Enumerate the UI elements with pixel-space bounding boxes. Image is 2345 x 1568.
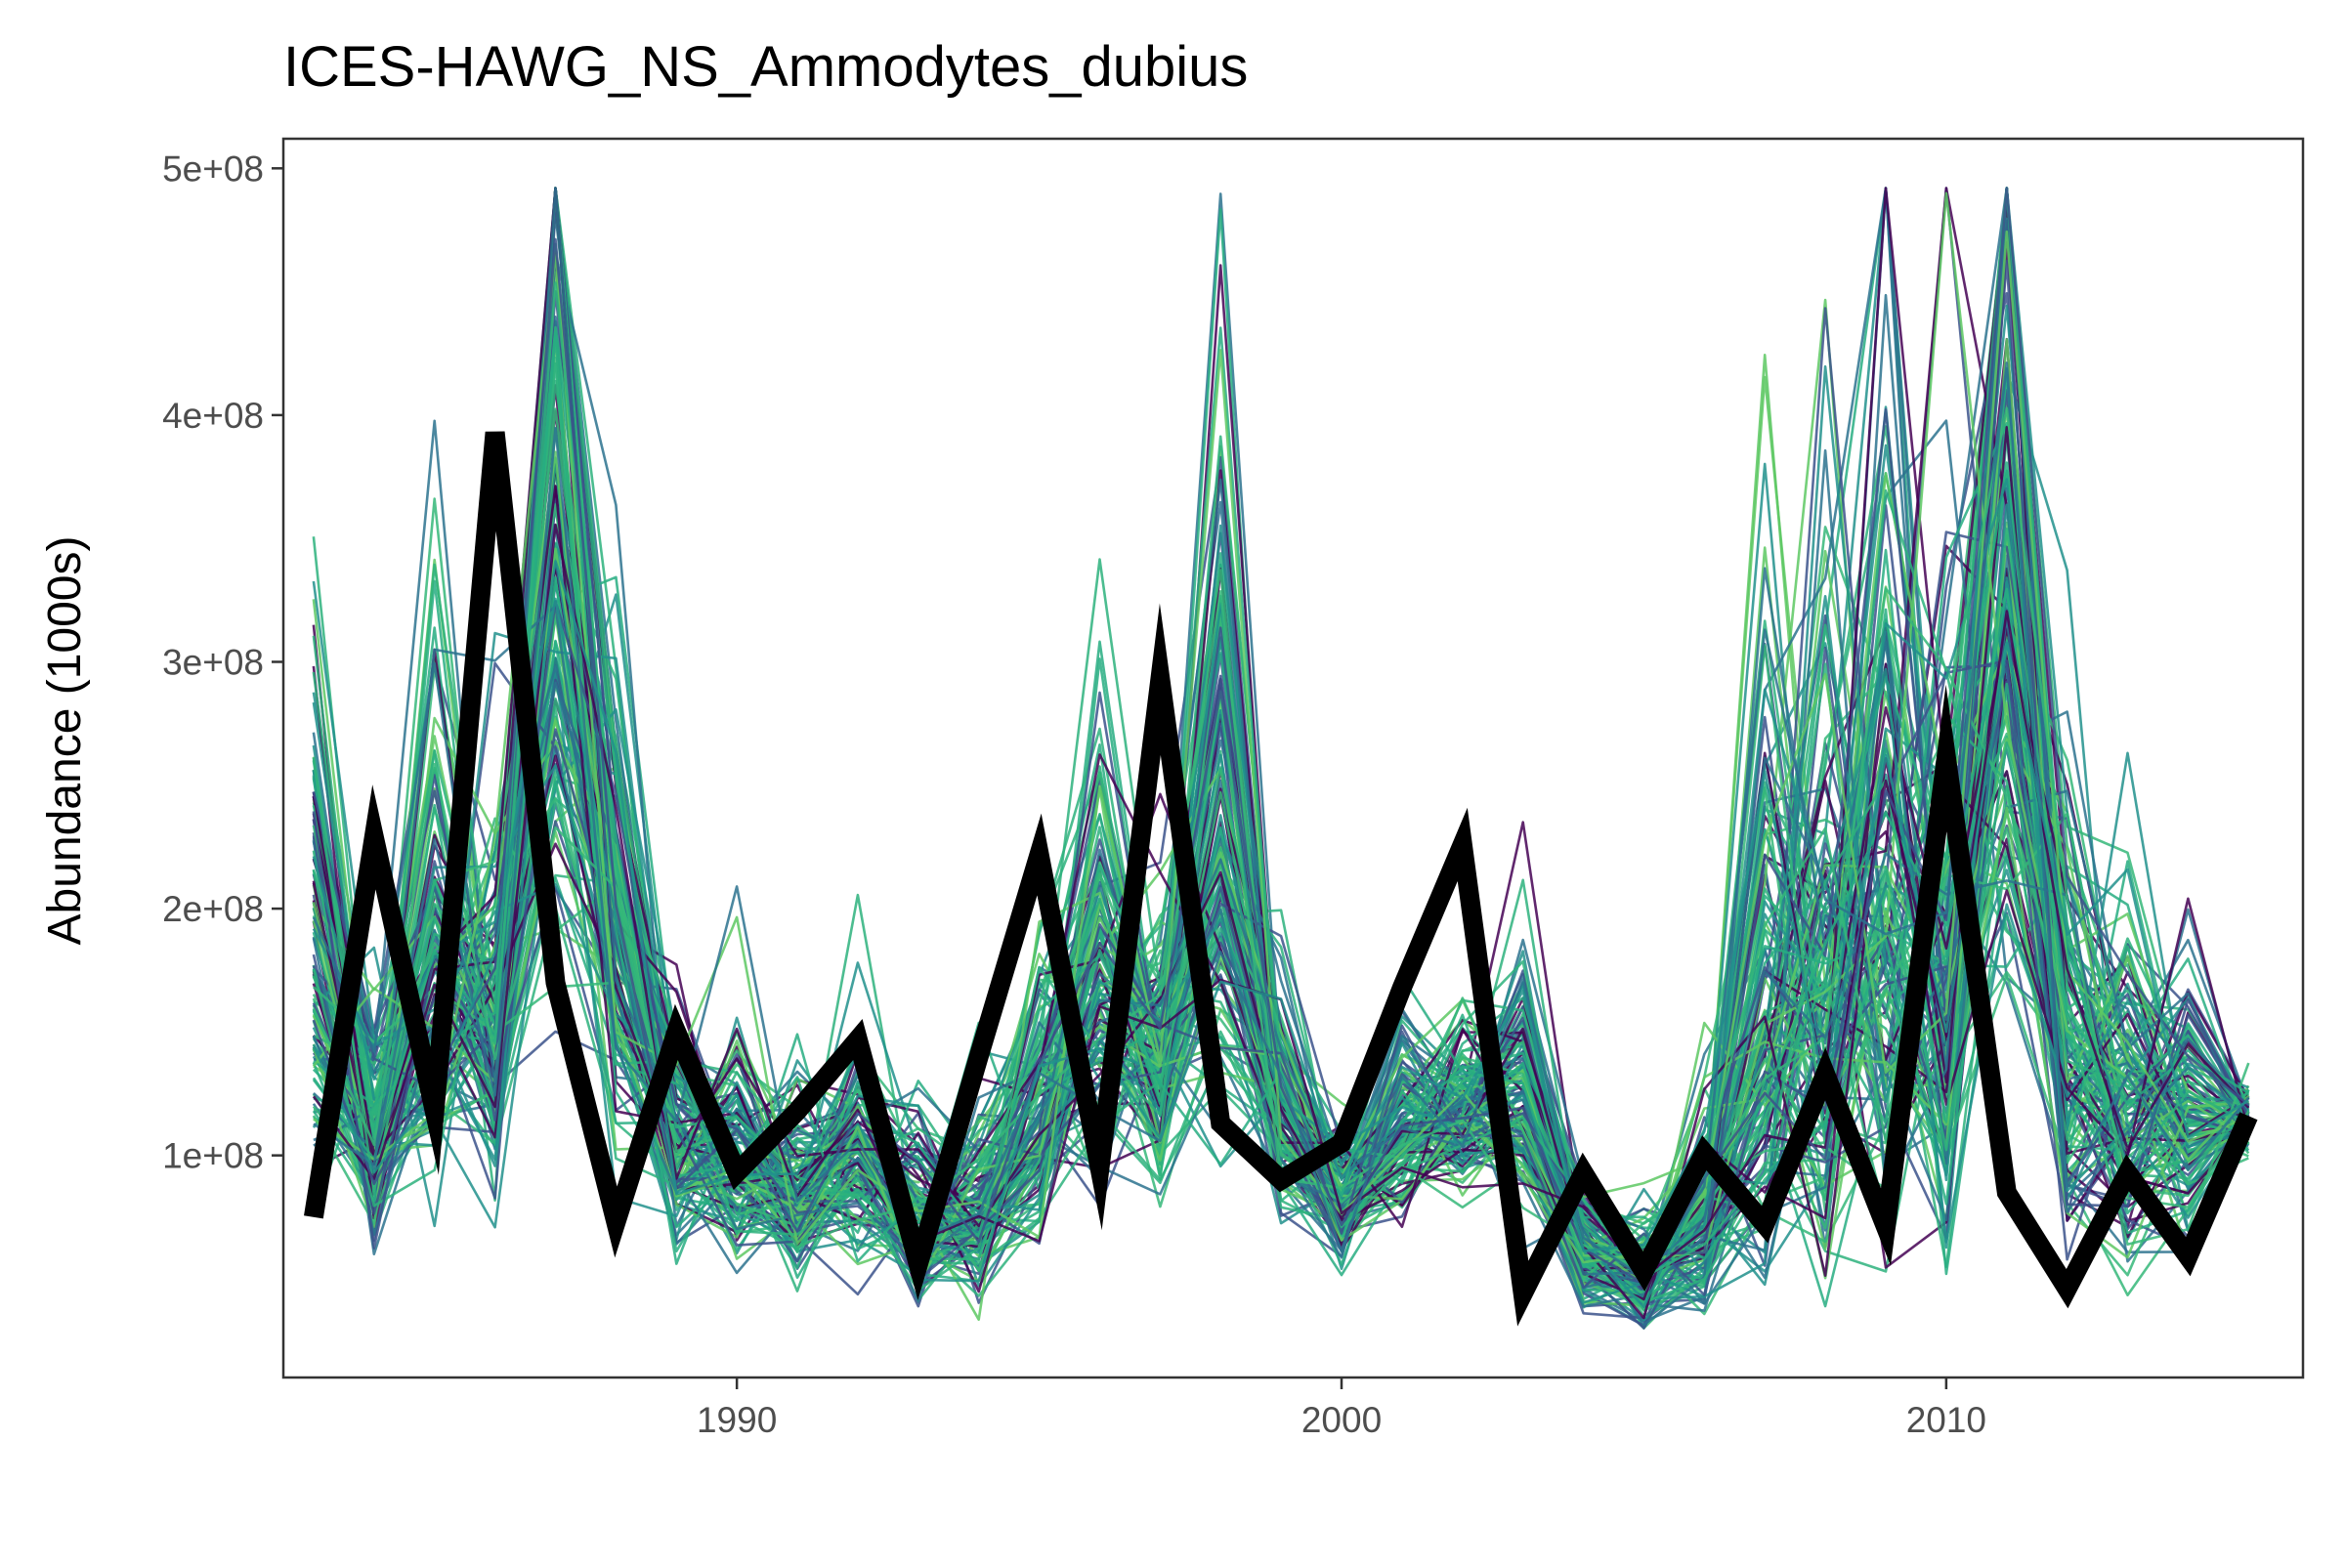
y-tick-label: 2e+08 <box>162 889 264 929</box>
x-tick-label: 2000 <box>1301 1400 1382 1440</box>
x-tick-label: 2010 <box>1906 1400 1986 1440</box>
y-axis-title: Abundance (1000s) <box>39 536 91 946</box>
observed-series-group <box>304 431 2258 1327</box>
simulated-series-line <box>312 450 2249 1286</box>
y-tick-label: 3e+08 <box>162 642 264 682</box>
y-tick-label: 5e+08 <box>162 148 264 189</box>
chart-title: ICES-HAWG_NS_Ammodytes_dubius <box>283 35 1248 99</box>
observed-series-line <box>304 431 2258 1327</box>
simulated-series-line <box>312 187 2249 1309</box>
simulated-series-line <box>312 281 2249 1292</box>
y-tick-label: 4e+08 <box>162 396 264 436</box>
x-tick-label: 1990 <box>697 1400 777 1440</box>
simulated-series-line <box>312 478 2250 1308</box>
simulated-series-line <box>313 230 2249 1264</box>
x-axis: 1990 2000 2010 <box>697 1377 1986 1440</box>
simulated-series-line <box>312 421 2249 1303</box>
y-axis: 1e+08 2e+08 3e+08 4e+08 5e+08 <box>162 148 283 1176</box>
plot-panel-border <box>281 137 2305 1379</box>
y-tick-label: 1e+08 <box>162 1136 264 1176</box>
